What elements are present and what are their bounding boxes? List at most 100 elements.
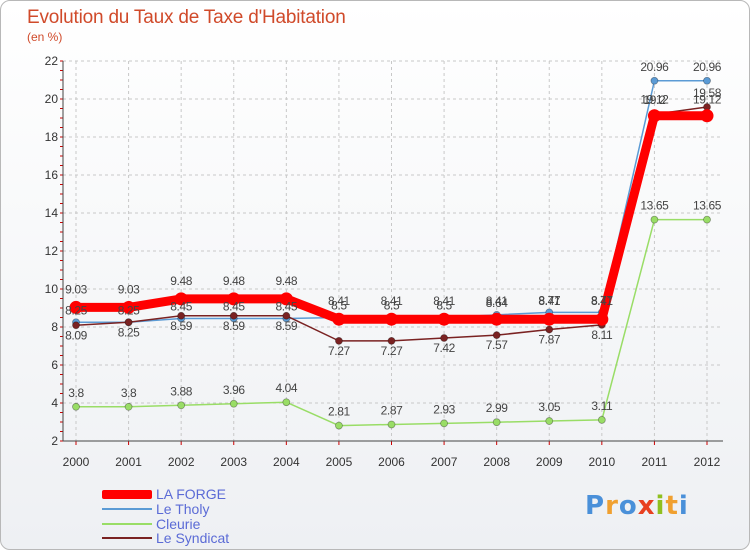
point-cleurie	[387, 420, 396, 429]
chart-title: Evolution du Taux de Taxe d'Habitation	[27, 7, 346, 28]
legend-item-la-forge: LA FORGE	[102, 487, 226, 501]
data-label-le-tholy: 8.25	[65, 303, 87, 317]
point-le-syndicat	[440, 334, 448, 342]
legend-label-cleurie: Cleurie	[156, 516, 201, 532]
legend-label-le-syndicat: Le Syndicat	[156, 530, 230, 546]
point-le-tholy	[703, 76, 711, 85]
data-label-le-tholy: 8.77	[538, 293, 560, 307]
data-label-le-tholy: 8.77	[591, 293, 613, 307]
x-tick-label: 2005	[326, 455, 353, 469]
data-label-la-forge: 8.41	[486, 294, 508, 308]
data-label-le-syndicat: 7.27	[328, 344, 350, 358]
point-la-forge	[490, 312, 504, 326]
point-le-syndicat	[335, 336, 343, 345]
data-label-cleurie: 2.93	[433, 402, 455, 416]
data-label-la-forge: 9.48	[170, 274, 192, 288]
y-tick-label: 14	[45, 206, 59, 220]
chart-subtitle: (en %)	[27, 30, 63, 44]
y-tick-label: 18	[45, 130, 59, 144]
data-label-le-syndicat: 8.09	[65, 328, 87, 342]
y-tick-label: 8	[51, 320, 58, 334]
point-la-forge	[542, 312, 556, 326]
data-label-la-forge: 19.12	[693, 93, 722, 107]
data-label-le-syndicat: 8.59	[170, 319, 192, 333]
point-cleurie	[440, 419, 448, 428]
data-label-cleurie: 13.65	[640, 199, 669, 213]
point-cleurie	[177, 401, 186, 410]
legend-swatch-le-tholy	[102, 508, 152, 510]
logo-letter: x	[637, 491, 656, 521]
point-le-syndicat	[492, 331, 501, 340]
point-cleurie	[229, 399, 238, 408]
legend-swatch-la-forge	[102, 489, 152, 499]
data-label-cleurie: 3.11	[591, 399, 613, 413]
point-le-syndicat	[177, 311, 186, 320]
data-label-la-forge: 9.48	[275, 274, 297, 288]
proxiti-logo: Proxiti	[585, 491, 689, 521]
point-la-forge	[647, 109, 661, 123]
data-label-la-forge: 8.41	[591, 294, 613, 308]
x-tick-label: 2012	[694, 455, 721, 469]
legend-label-le-tholy: Le Tholy	[156, 501, 210, 517]
logo-letter: i	[655, 491, 666, 521]
y-tick-label: 12	[45, 244, 59, 258]
data-label-cleurie: 4.04	[275, 381, 297, 395]
data-label-le-tholy: 8.45	[223, 299, 245, 313]
x-tick-label: 2006	[378, 455, 405, 469]
x-tick-label: 2009	[536, 455, 563, 469]
legend-label-la-forge: LA FORGE	[156, 486, 227, 502]
data-label-cleurie: 2.81	[328, 405, 350, 419]
data-label-le-syndicat: 8.11	[591, 328, 613, 342]
point-le-syndicat	[72, 321, 80, 330]
data-label-la-forge: 9.48	[223, 274, 245, 288]
point-la-forge	[279, 292, 293, 306]
data-label-cleurie: 2.87	[381, 403, 403, 417]
data-label-le-tholy: 8.25	[118, 303, 140, 317]
x-tick-label: 2002	[168, 455, 195, 469]
data-label-le-syndicat: 19.2	[644, 93, 666, 107]
y-tick-label: 20	[45, 92, 59, 106]
data-label-le-tholy: 8.5	[384, 299, 400, 313]
data-label-le-tholy: 20.96	[640, 60, 669, 74]
point-la-forge	[385, 312, 398, 326]
point-la-forge	[437, 312, 451, 326]
legend-swatch-le-syndicat	[102, 537, 152, 539]
logo-letter: i	[678, 491, 689, 521]
legend-item-le-tholy: Le Tholy	[102, 502, 209, 516]
data-label-la-forge: 9.03	[118, 282, 140, 296]
x-tick-label: 2011	[642, 455, 668, 469]
data-label-cleurie: 3.88	[170, 384, 192, 398]
data-label-la-forge: 8.41	[381, 294, 403, 308]
x-tick-label: 2000	[63, 455, 90, 469]
y-tick-label: 22	[45, 54, 59, 68]
point-la-forge	[332, 312, 346, 326]
point-la-forge	[595, 312, 609, 326]
point-le-syndicat	[282, 311, 291, 320]
data-label-la-forge: 19.12	[640, 93, 669, 107]
logo-letter: o	[618, 491, 638, 521]
data-label-cleurie: 3.8	[121, 386, 137, 400]
y-tick-label: 6	[51, 358, 58, 372]
data-label-le-syndicat: 8.59	[275, 319, 297, 333]
point-le-tholy	[650, 76, 659, 85]
point-cleurie	[650, 215, 659, 224]
data-label-la-forge: 8.41	[433, 294, 455, 308]
point-cleurie	[703, 215, 711, 224]
x-tick-label: 2003	[220, 455, 247, 469]
point-le-syndicat	[387, 336, 396, 345]
point-cleurie	[597, 416, 606, 424]
point-la-forge	[700, 109, 714, 123]
logo-letter: P	[585, 491, 606, 521]
point-la-forge	[227, 292, 241, 306]
point-cleurie	[335, 421, 343, 430]
legend-item-cleurie: Cleurie	[102, 517, 200, 531]
point-cleurie	[124, 402, 133, 411]
data-label-le-tholy: 20.96	[693, 60, 722, 74]
data-label-la-forge: 8.41	[538, 294, 560, 308]
point-le-syndicat	[124, 318, 133, 327]
data-label-la-forge: 9.03	[65, 282, 87, 296]
point-cleurie	[492, 418, 501, 427]
logo-letter: t	[665, 491, 679, 521]
data-label-le-tholy: 8.5	[436, 299, 452, 313]
